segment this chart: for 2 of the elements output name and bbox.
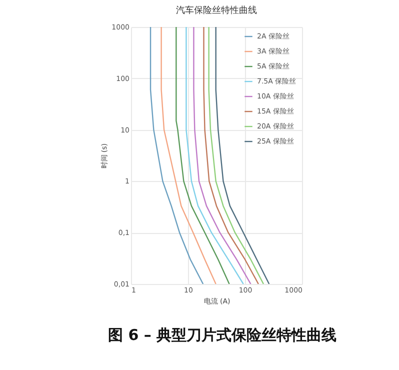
chart-title: 汽车保险丝特性曲线: [176, 5, 257, 16]
caption: 图 6 – 典型刀片式保险丝特性曲线: [108, 326, 337, 345]
